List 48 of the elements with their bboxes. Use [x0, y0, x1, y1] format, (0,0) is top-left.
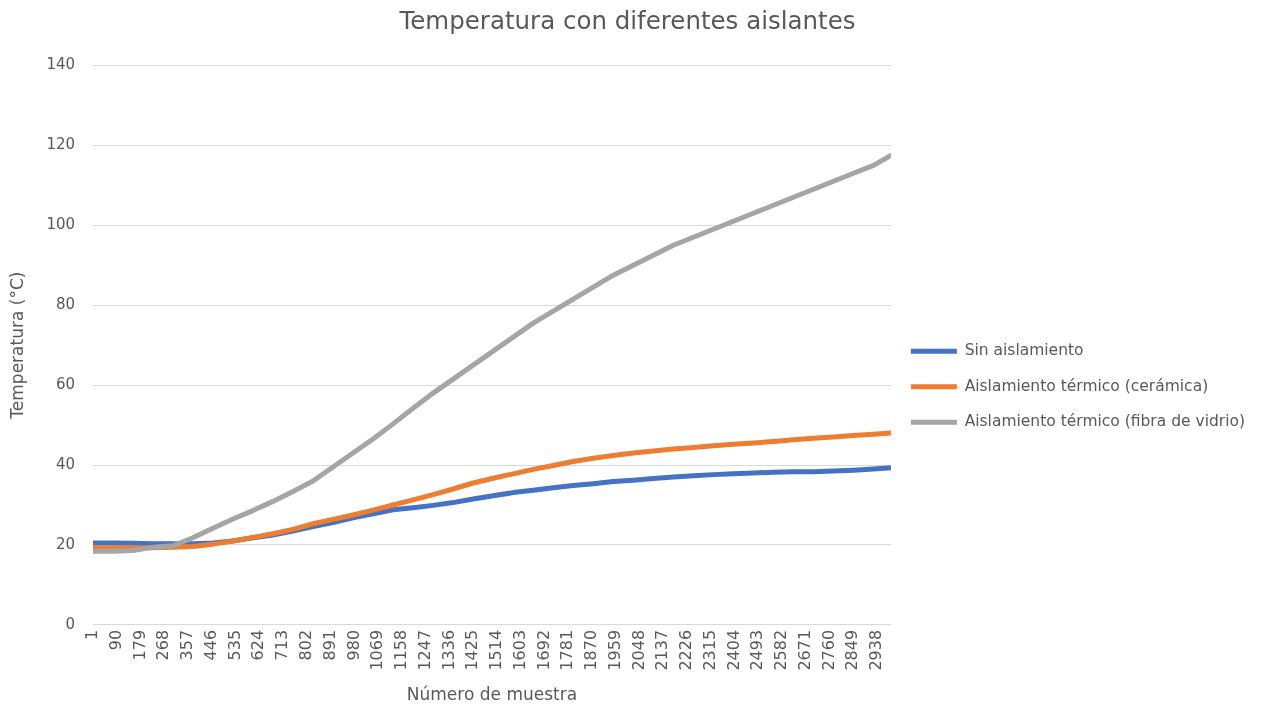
x-tick-label: 2226	[676, 629, 696, 671]
x-tick-label: 2137	[652, 629, 672, 671]
x-tick-label: 1336	[438, 629, 458, 671]
legend-label: Sin aislamiento	[964, 341, 1084, 360]
y-tick-label: 20	[55, 534, 76, 553]
chart-title: Temperatura con diferentes aislantes	[398, 6, 856, 36]
x-axis-title: Número de muestra	[406, 684, 578, 705]
x-tick-label: 713	[272, 629, 292, 661]
x-tick-label: 1959	[604, 629, 624, 671]
y-tick-label: 0	[65, 614, 76, 633]
x-tick-label: 1514	[486, 629, 506, 671]
y-tick-label: 140	[46, 55, 76, 74]
x-tick-label: 2938	[866, 629, 886, 671]
x-tick-label: 535	[224, 629, 244, 661]
x-tick-label: 1870	[581, 629, 601, 671]
y-tick-label: 100	[46, 215, 76, 234]
x-tick-label: 980	[343, 629, 363, 661]
x-tick-label: 2404	[723, 629, 743, 671]
y-tick-label: 80	[55, 295, 76, 314]
y-tick-label: 40	[55, 454, 76, 473]
legend-label: Aislamiento térmico (cerámica)	[964, 376, 1209, 395]
x-tick-label: 1692	[533, 629, 553, 671]
x-tick-label: 891	[319, 629, 339, 661]
legend-label: Aislamiento térmico (fibra de vidrio)	[964, 412, 1246, 431]
y-axis-title: Temperatura (°C)	[6, 271, 27, 420]
x-tick-label: 624	[248, 629, 268, 661]
x-tick-label: 1425	[462, 629, 482, 671]
x-tick-label: 357	[177, 629, 197, 661]
x-tick-label: 1158	[391, 629, 411, 671]
x-tick-label: 1069	[367, 629, 387, 671]
x-tick-label: 1603	[509, 629, 529, 671]
x-tick-label: 2315	[699, 629, 719, 671]
x-tick-label: 90	[105, 629, 125, 651]
x-tick-label: 2760	[818, 629, 838, 671]
y-tick-label: 120	[46, 135, 76, 154]
x-tick-label: 179	[129, 629, 149, 661]
x-tick-label: 2849	[842, 629, 862, 671]
y-tick-label: 60	[55, 374, 76, 393]
x-tick-label: 2671	[794, 629, 814, 671]
x-tick-label: 1	[82, 629, 102, 641]
x-tick-label: 268	[153, 629, 173, 661]
x-tick-label: 446	[200, 629, 220, 661]
x-tick-label: 802	[296, 629, 315, 661]
x-tick-label: 2493	[747, 629, 767, 671]
x-tick-label: 2048	[628, 629, 648, 671]
x-tick-label: 1781	[557, 629, 577, 671]
x-tick-label: 2582	[771, 629, 791, 671]
x-tick-label: 1247	[414, 629, 434, 671]
